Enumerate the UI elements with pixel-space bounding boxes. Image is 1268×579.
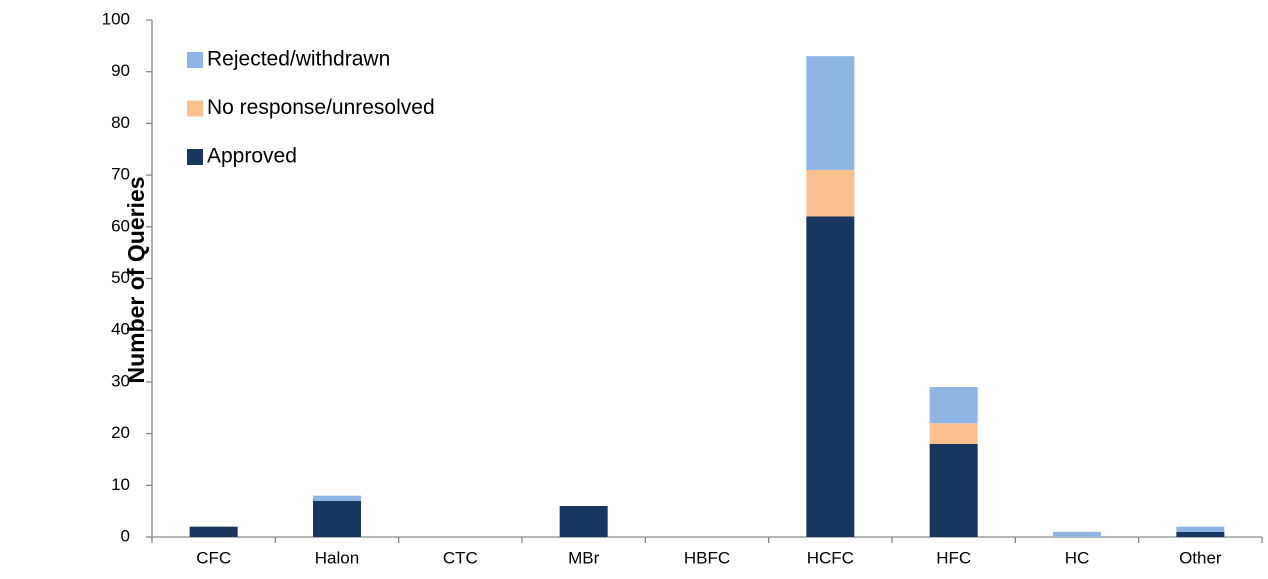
bar-segment: [189, 526, 238, 537]
y-tick-label: 30: [111, 371, 130, 390]
y-tick-label: 90: [111, 61, 130, 80]
legend-label: Approved: [207, 145, 297, 168]
bar-segment: [929, 423, 978, 444]
legend-swatch: [187, 52, 203, 68]
y-tick-label: 40: [111, 320, 130, 339]
y-tick-label: 20: [111, 423, 130, 442]
x-tick-label: MBr: [568, 548, 600, 567]
y-tick-label: 60: [111, 216, 130, 235]
x-tick-label: CTC: [443, 548, 478, 567]
x-tick-label: CFC: [196, 548, 231, 567]
x-tick-label: HCFC: [807, 548, 854, 567]
legend-swatch: [187, 149, 203, 165]
y-axis-title: Number of Queries: [123, 176, 149, 383]
legend-label: No response/unresolved: [207, 96, 435, 119]
x-tick-label: Other: [1179, 548, 1222, 567]
bar-segment: [806, 169, 855, 217]
bar-segment: [1053, 531, 1101, 537]
legend: Approved No response/unresolved Rejected/w…: [187, 48, 435, 168]
y-tick-label: 0: [121, 526, 130, 545]
legend-swatch: [187, 100, 203, 117]
x-tick-label: HBFC: [684, 548, 730, 567]
y-tick-label: 10: [111, 475, 130, 494]
bar-segment: [559, 505, 608, 537]
bar-segment: [313, 500, 361, 537]
bar-segment: [806, 56, 855, 170]
y-tick-label: 50: [111, 268, 130, 287]
x-tick-label: HFC: [936, 548, 971, 567]
bar-segment: [929, 387, 978, 424]
bar-segment: [806, 216, 855, 537]
bar-segment: [1176, 526, 1225, 532]
x-tick-label: Halon: [315, 548, 359, 567]
y-tick-label: 80: [111, 113, 130, 132]
bar-segment: [929, 443, 978, 537]
legend-label: Rejected/withdrawn: [207, 48, 390, 71]
bar-segment: [1176, 531, 1225, 537]
y-tick-label: 70: [111, 165, 130, 184]
y-tick-label: 100: [102, 9, 130, 28]
bar-segment: [313, 495, 361, 501]
x-tick-label: HC: [1065, 548, 1090, 567]
